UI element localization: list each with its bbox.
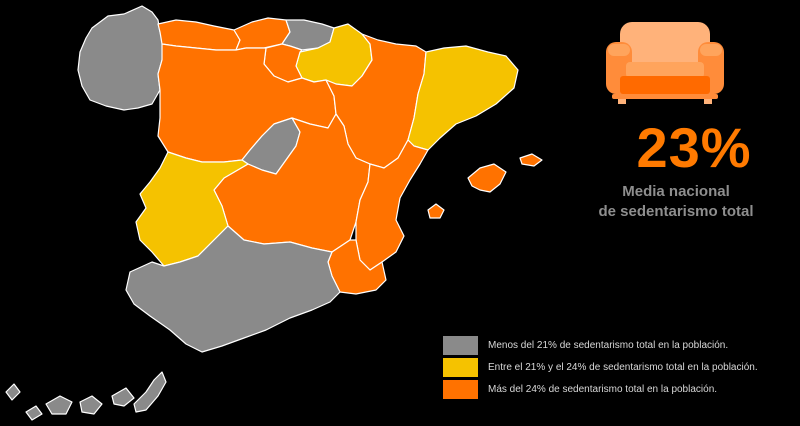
- region-menorca: [519, 153, 543, 167]
- national-average-caption: Media nacional de sedentarismo total: [560, 182, 792, 222]
- region-canarias-3: [45, 395, 73, 415]
- national-average-value: 23%: [636, 116, 752, 179]
- legend-label-mid: Entre el 21% y el 24% de sedentarismo to…: [488, 362, 758, 373]
- region-cataluna: [407, 45, 519, 151]
- legend-swatch-high: [443, 380, 478, 399]
- region-canarias-5: [111, 387, 135, 407]
- legend-label-low: Menos del 21% de sedentarismo total en l…: [488, 340, 729, 351]
- region-ibiza: [427, 203, 445, 219]
- caption-line-1: Media nacional: [622, 183, 730, 200]
- region-mallorca: [467, 163, 507, 193]
- region-galicia: [77, 5, 165, 111]
- region-valenciana: [355, 139, 429, 271]
- legend-swatch-low: [443, 336, 478, 355]
- region-andalucia: [125, 225, 341, 353]
- legend-swatch-mid: [443, 358, 478, 377]
- legend-item-low: Menos del 21% de sedentarismo total en l…: [443, 335, 795, 356]
- sofa-icon: [606, 22, 724, 104]
- region-canarias-1: [5, 383, 21, 401]
- legend-item-mid: Entre el 21% y el 24% de sedentarismo to…: [443, 357, 795, 378]
- region-canarias-6: [133, 371, 167, 413]
- legend-label-high: Más del 24% de sedentarismo total en la …: [488, 384, 718, 395]
- region-canarias-4: [79, 395, 103, 415]
- legend-item-high: Más del 24% de sedentarismo total en la …: [443, 379, 795, 400]
- caption-line-2: de sedentarismo total: [598, 203, 754, 220]
- map-legend: Menos del 21% de sedentarismo total en l…: [443, 335, 795, 401]
- region-canarias-2: [25, 405, 43, 421]
